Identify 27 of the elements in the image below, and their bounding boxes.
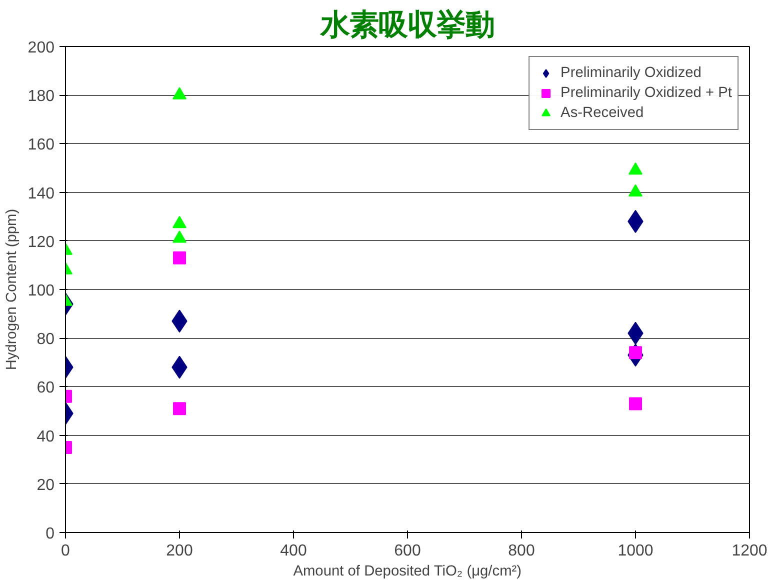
y-tick-label: 160	[28, 136, 55, 154]
x-tick-label: 0	[61, 542, 70, 560]
x-tick-label: 200	[166, 542, 193, 560]
y-tick-label: 140	[28, 185, 55, 202]
x-tick-label: 600	[394, 542, 421, 560]
x-tick-label: 800	[508, 542, 535, 560]
y-axis-title: Hydrogen Content (ppm)	[4, 208, 20, 370]
y-tick-label: 180	[28, 88, 55, 106]
y-tick-label: 20	[36, 476, 55, 494]
legend-label: Preliminarily Oxidized	[560, 65, 702, 81]
x-tick-label: 1000	[618, 542, 654, 560]
point	[629, 397, 642, 410]
x-tick-label: 400	[280, 542, 307, 560]
point	[628, 184, 642, 197]
point	[628, 162, 642, 175]
x-tick-label: 1200	[732, 542, 768, 560]
legend-label: Preliminarily Oxidized + Pt	[560, 85, 732, 101]
y-tick-label: 100	[28, 282, 55, 300]
y-tick-label: 200	[28, 40, 55, 56]
chart-title: 水素吸収挙動	[320, 8, 494, 42]
y-tick-label: 40	[36, 428, 55, 446]
y-tick-label: 60	[36, 380, 55, 397]
legend-label: As-Received	[560, 105, 644, 121]
y-tick-label: 0	[46, 526, 55, 542]
y-tick-label: 120	[28, 234, 55, 251]
x-axis-title: Amount of Deposited TiO₂ (μg/cm²)	[293, 564, 522, 580]
y-tick-label: 80	[36, 331, 55, 348]
